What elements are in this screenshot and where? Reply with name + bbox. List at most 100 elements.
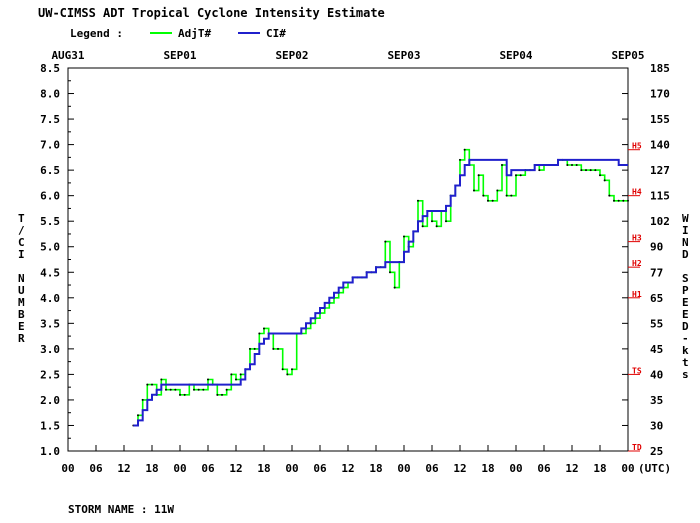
y-tick-label-5: 3.5 (40, 317, 60, 330)
adjt-point-58 (403, 235, 405, 238)
y-tick-label-13: 7.5 (40, 113, 60, 126)
adjt-point-102 (608, 194, 611, 197)
right-tick-label-0: 25 (650, 445, 663, 458)
adjt-point-71 (463, 148, 466, 151)
chart-title: UW-CIMSS ADT Tropical Cyclone Intensity … (38, 6, 385, 20)
adjt-point-105 (622, 199, 625, 202)
adjt-point-1 (137, 414, 139, 417)
adjt-point-79 (501, 164, 503, 167)
x-tick-label-19: 18 (593, 462, 606, 475)
adjt-point-80 (505, 194, 508, 197)
adjt-point-93 (566, 164, 569, 167)
right-tick-label-9: 102 (650, 215, 670, 228)
y-tick-label-0: 1.0 (40, 445, 60, 458)
category-label-td: TD (632, 443, 642, 452)
right-tick-label-4: 45 (650, 343, 663, 356)
adjt-point-101 (603, 179, 606, 182)
date-label-4: SEP04 (499, 49, 532, 62)
x-tick-label-3: 18 (145, 462, 158, 475)
date-labels: AUG31 SEP01 SEP02 SEP03 SEP04 SEP05 (51, 49, 644, 62)
x-tick-label-4: 00 (173, 462, 186, 475)
adjt-point-82 (515, 174, 517, 177)
storm-name: STORM NAME : 11W (68, 503, 174, 516)
adjt-point-75 (482, 194, 485, 197)
adjt-point-32 (281, 368, 284, 371)
series-line-ci (133, 158, 628, 427)
adjt-point-96 (580, 169, 583, 172)
x-tick-label-1: 06 (89, 462, 103, 475)
adjt-point-106 (627, 199, 629, 202)
adjt-point-20 (225, 388, 228, 391)
adjt-point-10 (179, 393, 181, 396)
right-tick-label-5: 55 (650, 317, 663, 330)
wind-speed-ticks: 25 30 35 40 45 55 65 77 90 102 115 127 140 155 170 185 (622, 62, 670, 458)
y-tick-label-7: 4.5 (40, 266, 60, 279)
y-tick-label-14: 8.0 (40, 88, 60, 101)
adjt-point-99 (594, 169, 597, 172)
adjt-point-30 (272, 347, 275, 350)
date-label-5: SEP05 (611, 49, 644, 62)
adjt-point-81 (510, 194, 513, 197)
adjt-point-15 (202, 388, 205, 391)
adjt-point-14 (197, 388, 200, 391)
category-markers: TD TS H1 H2 H3 H4 H5 (628, 142, 642, 452)
adjt-point-2 (141, 398, 144, 401)
category-label-h2: H2 (632, 259, 642, 268)
adjt-point-18 (216, 393, 219, 396)
adjt-point-87 (538, 169, 541, 172)
right-tick-label-3: 40 (650, 368, 663, 381)
adjt-point-98 (589, 169, 592, 172)
x-tick-label-12: 00 (397, 462, 410, 475)
x-tick-label-20: 00 (621, 462, 634, 475)
legend-label: Legend : (70, 27, 123, 40)
series-lines (132, 148, 629, 427)
y-tick-label-1: 1.5 (40, 419, 60, 432)
y-axis-ticks: 1.0 1.5 2.0 2.5 3.0 3.5 4.0 4.5 5.0 5.5 6.0 6.5 7.0 7… (40, 62, 74, 458)
adjt-point-95 (575, 164, 578, 167)
category-label-ts: TS (632, 366, 642, 375)
x-tick-label-6: 12 (229, 462, 242, 475)
adjt-point-65 (435, 225, 438, 228)
adjt-point-97 (585, 169, 587, 172)
adjt-point-33 (286, 373, 289, 376)
adjt-point-64 (431, 220, 433, 223)
y-tick-label-11: 6.5 (40, 164, 60, 177)
adjt-point-70 (459, 158, 461, 161)
category-label-h4: H4 (632, 188, 642, 197)
adjt-point-21 (230, 373, 233, 376)
adjt-point-94 (571, 164, 573, 167)
adjt-point-34 (291, 368, 293, 371)
legend-entry-1: CI# (266, 27, 286, 40)
x-tick-label-13: 06 (425, 462, 439, 475)
adjt-point-78 (496, 189, 499, 192)
adjt-point-104 (617, 199, 620, 202)
adjt-point-19 (221, 393, 223, 396)
adjt-point-83 (519, 174, 522, 177)
x-tick-label-8: 00 (285, 462, 298, 475)
adjt-point-55 (389, 271, 391, 274)
y-tick-label-8: 5.0 (40, 241, 60, 254)
date-label-1: SEP01 (163, 49, 196, 62)
adjt-point-27 (258, 332, 261, 335)
y-tick-label-6: 4.0 (40, 292, 60, 305)
date-label-2: SEP02 (275, 49, 308, 62)
x-axis-ticks: 00 06 12 18 00 06 12 18 00 06 12 18 00 06 12 18 00 06 12 18… (61, 445, 635, 475)
right-tick-label-6: 65 (650, 292, 663, 305)
adjt-point-77 (491, 199, 494, 202)
x-tick-label-15: 18 (481, 462, 494, 475)
date-label-0: AUG31 (51, 49, 84, 62)
x-tick-label-11: 18 (369, 462, 382, 475)
right-tick-label-11: 127 (650, 164, 670, 177)
adjt-point-74 (477, 174, 480, 177)
x-tick-label-17: 06 (537, 462, 551, 475)
x-tick-label-14: 12 (453, 462, 466, 475)
x-tick-label-18: 12 (565, 462, 578, 475)
adjt-point-56 (393, 286, 396, 289)
adjt-point-76 (487, 199, 489, 202)
right-tick-label-2: 35 (650, 394, 663, 407)
category-label-h1: H1 (632, 290, 642, 299)
plot-axes (67, 67, 629, 452)
right-tick-label-1: 30 (650, 419, 663, 432)
adjt-point-100 (599, 174, 601, 177)
x-axis-unit-label: (UTC) (638, 462, 671, 475)
